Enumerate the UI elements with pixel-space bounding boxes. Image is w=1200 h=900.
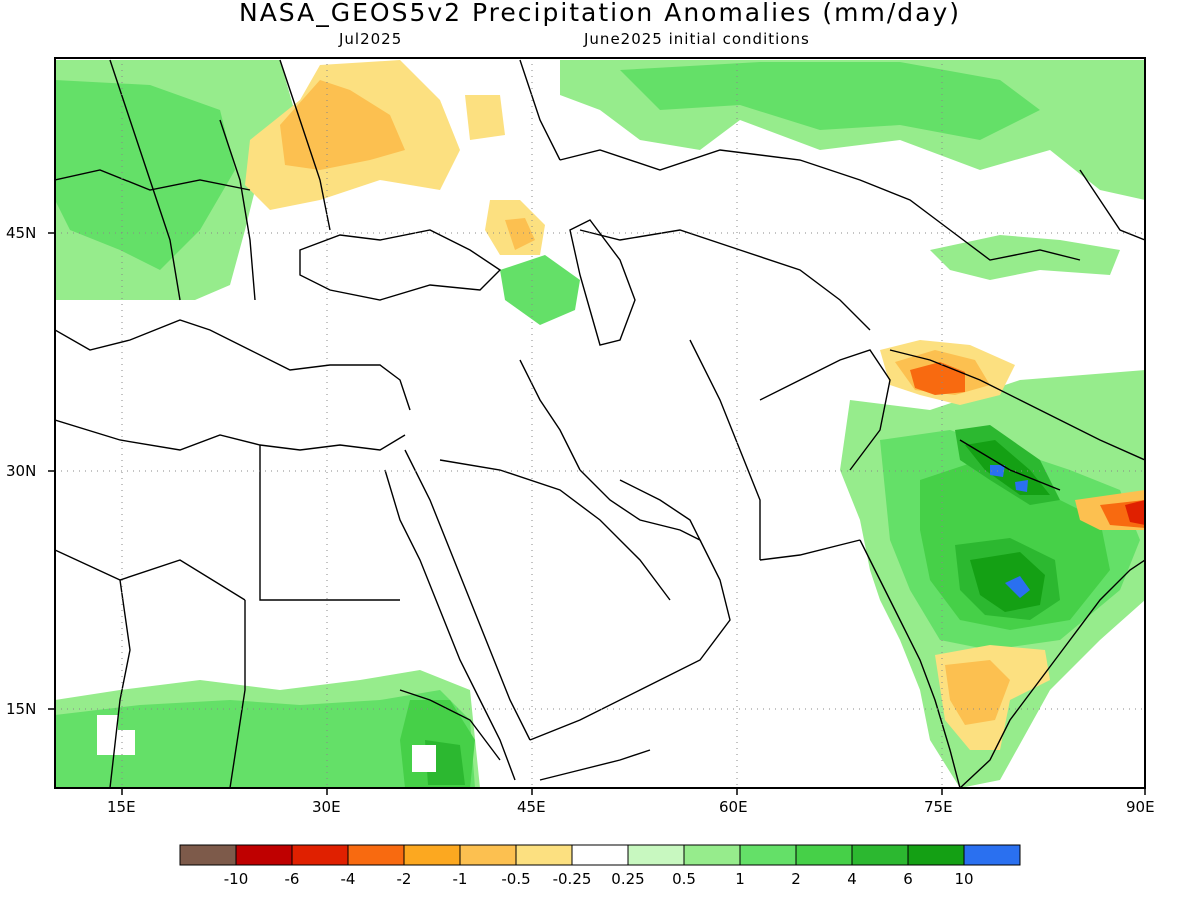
border-niger [109, 579, 131, 788]
dry-anomaly-north-of-moscow [465, 95, 505, 140]
border-central-asia [579, 229, 871, 331]
wet-anomaly-east-africa-core [55, 690, 475, 788]
colorbar-tick-label: 2 [791, 870, 801, 888]
colorbar-swatch [459, 844, 517, 866]
colorbar-swatch [963, 844, 1021, 866]
colorbar-tick-label: -0.5 [501, 870, 531, 888]
border-ethiopia [399, 689, 501, 761]
border-saudi [439, 459, 671, 601]
mediterranean-north-coast [55, 319, 411, 411]
coastlines-borders [55, 59, 1145, 788]
border-iran-afghanistan [689, 339, 761, 560]
colorbar-swatch [571, 844, 629, 866]
wet-anomaly-europe-core [55, 80, 235, 270]
colorbar-swatch [347, 844, 405, 866]
caspian-sea-coast [569, 219, 636, 346]
colorbar-swatch [403, 844, 461, 866]
border-russia-west [279, 59, 331, 231]
colorbar-tick-label: -6 [284, 870, 300, 888]
colorbar [179, 844, 1021, 866]
colorbar-tick-label: 10 [954, 870, 974, 888]
dry-anomaly-myanmar-peak [1125, 500, 1145, 525]
border-europe-3 [219, 119, 256, 301]
colorbar-swatch [907, 844, 965, 866]
colorbar-swatch [291, 844, 349, 866]
dry-spot-ethiopia [412, 745, 436, 772]
colorbar-swatch [179, 844, 237, 866]
arabia-south-coast [529, 539, 731, 741]
border-mongolia [1079, 169, 1145, 241]
lat-label-45n: 45N [6, 224, 37, 242]
colorbar-swatch [515, 844, 573, 866]
plot-frame [54, 57, 1146, 789]
colorbar-swatch [851, 844, 909, 866]
colorbar-tick-label: -2 [396, 870, 412, 888]
colorbar-swatch [235, 844, 293, 866]
lon-label-45e: 45E [517, 798, 546, 816]
dry-anomaly-tibet-core [910, 362, 965, 395]
border-china-india [889, 349, 1145, 461]
border-iraq-iran [519, 359, 581, 471]
lon-label-90e: 90E [1126, 798, 1155, 816]
lon-label-15e: 15E [107, 798, 136, 816]
border-kazakhstan [559, 149, 1081, 261]
colorbar-swatch [627, 844, 685, 866]
dry-anomaly-ukraine-russia-core [280, 80, 405, 170]
black-sea-coast [299, 229, 502, 301]
initial-conditions-label: June2025 initial conditions [584, 30, 810, 48]
india-east-coast [959, 559, 1145, 788]
lon-label-75e: 75E [924, 798, 953, 816]
lat-label-30n: 30N [6, 462, 37, 480]
india-west-coast [859, 539, 961, 788]
lon-label-60e: 60E [719, 798, 748, 816]
colorbar-tick-label: 0.5 [672, 870, 696, 888]
border-russia-east [519, 59, 561, 161]
colorbar-tick-label: 1 [735, 870, 745, 888]
colorbar-tick-label: -4 [340, 870, 356, 888]
very-wet-anomaly-central-india [1005, 576, 1030, 598]
border-chad-libya [55, 549, 246, 601]
colorbar-tick-label: -1 [452, 870, 468, 888]
lat-label-15n: 15N [6, 700, 37, 718]
colorbar-swatch [795, 844, 853, 866]
border-egypt-libya [259, 445, 400, 601]
colorbar-swatch [683, 844, 741, 866]
wet-anomaly-nepal-peak [965, 440, 1050, 495]
somalia-coast [539, 749, 651, 781]
wet-anomaly-mongolia [930, 235, 1120, 280]
wet-anomaly-siberia-core [620, 62, 1040, 140]
dry-anomaly-caspian-core [505, 218, 535, 250]
map-title: NASA_GEOS5v2 Precipitation Anomalies (mm… [239, 0, 961, 27]
lon-label-30e: 30E [312, 798, 341, 816]
colorbar-tick-label: 6 [903, 870, 913, 888]
border-afghanistan-pakistan [759, 349, 891, 471]
pakistan-coast [759, 539, 861, 561]
persian-gulf-coast [579, 469, 702, 542]
colorbar-tick-label: 0.25 [611, 870, 645, 888]
wet-anomaly-caucasus [500, 255, 580, 325]
very-wet-anomaly-nepal [990, 465, 1028, 492]
colorbar-tick-label: -0.25 [552, 870, 592, 888]
border-nepal [959, 439, 1061, 491]
red-sea-west-coast [384, 469, 516, 781]
forecast-month: Jul2025 [339, 30, 403, 48]
border-europe-2 [109, 59, 181, 301]
anomaly-field [55, 60, 1145, 788]
tick-marks [48, 232, 1146, 795]
border-europe-1 [55, 169, 251, 191]
africa-north-coast [55, 419, 406, 451]
colorbar-tick-label: 4 [847, 870, 857, 888]
border-sudan-chad [229, 600, 246, 788]
colorbar-tick-label: -10 [223, 870, 249, 888]
arabia-west-coast [404, 449, 531, 741]
colorbar-swatch [739, 844, 797, 866]
